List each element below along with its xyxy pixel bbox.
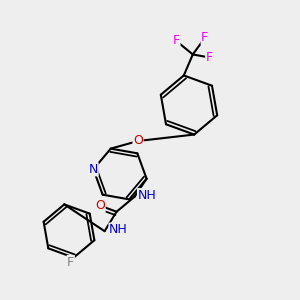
Text: F: F	[206, 51, 213, 64]
Text: F: F	[201, 32, 208, 44]
Text: O: O	[95, 199, 105, 212]
Text: O: O	[133, 134, 143, 148]
Text: NH: NH	[138, 189, 156, 202]
Text: F: F	[67, 256, 74, 268]
Text: NH: NH	[109, 223, 128, 236]
Text: N: N	[89, 163, 98, 176]
Text: F: F	[173, 34, 180, 47]
